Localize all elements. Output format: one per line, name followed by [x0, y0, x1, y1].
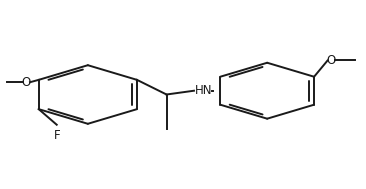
Text: O: O: [326, 54, 336, 67]
Text: O: O: [22, 76, 31, 89]
Text: HN: HN: [194, 84, 212, 97]
Text: F: F: [53, 129, 60, 143]
